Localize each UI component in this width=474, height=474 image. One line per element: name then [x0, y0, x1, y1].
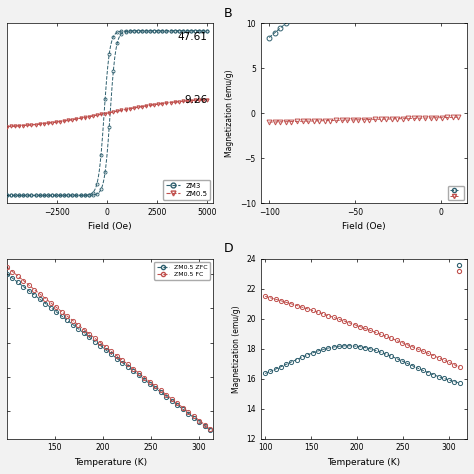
Text: 9.26: 9.26	[184, 95, 207, 105]
X-axis label: Temperature (K): Temperature (K)	[327, 458, 401, 467]
X-axis label: Field (Oe): Field (Oe)	[342, 222, 386, 231]
Legend: , : ,	[456, 261, 465, 274]
Legend: ZM3, ZM0.5: ZM3, ZM0.5	[163, 180, 210, 200]
Y-axis label: Magnetization (emu/g): Magnetization (emu/g)	[225, 69, 234, 157]
Legend: ZM0.5 ZFC, ZM0.5 FC: ZM0.5 ZFC, ZM0.5 FC	[154, 262, 210, 280]
X-axis label: Temperature (K): Temperature (K)	[73, 458, 147, 467]
Legend: , : ,	[448, 186, 464, 200]
Text: B: B	[223, 7, 232, 19]
Y-axis label: Magnetization (emu/g): Magnetization (emu/g)	[232, 305, 241, 392]
Text: 47.61: 47.61	[177, 32, 207, 42]
Text: D: D	[223, 242, 233, 255]
X-axis label: Field (Oe): Field (Oe)	[88, 222, 132, 231]
